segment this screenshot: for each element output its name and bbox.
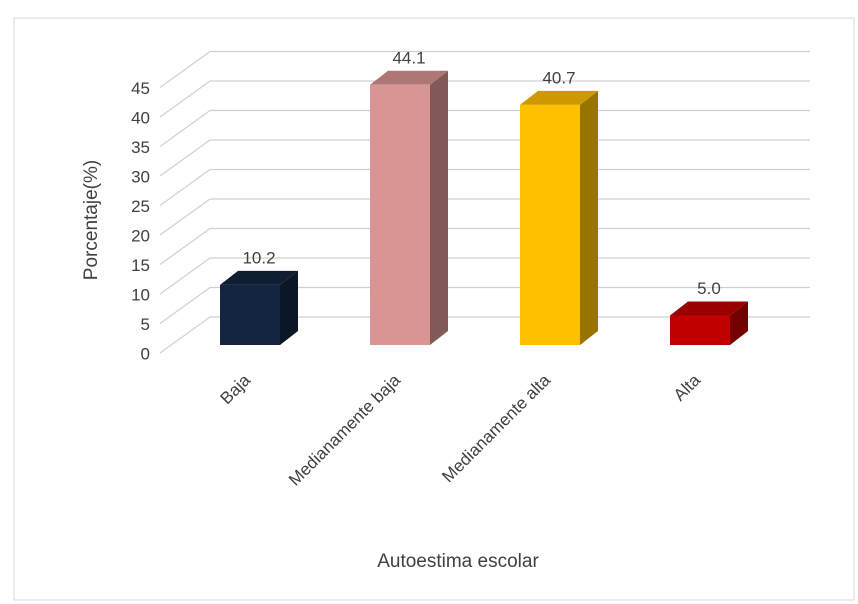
bar-top	[370, 70, 448, 85]
bar-top	[520, 90, 598, 105]
y-tick-label: 5	[141, 315, 150, 334]
y-tick-label: 15	[131, 256, 150, 275]
data-label: 5.0	[697, 279, 721, 298]
bar-top	[670, 301, 748, 316]
bar-side	[730, 301, 748, 345]
y-tick-label: 25	[131, 197, 150, 216]
grid-line	[159, 316, 211, 354]
y-tick-label: 10	[131, 285, 150, 304]
x-axis-label: Autoestima escolar	[377, 551, 539, 572]
bar	[670, 315, 730, 345]
y-tick-label: 40	[131, 108, 150, 127]
y-tick-label: 45	[131, 79, 150, 98]
bar	[520, 104, 580, 346]
bar-top	[220, 270, 298, 285]
y-axis-label: Porcentaje(%)	[81, 160, 102, 280]
y-tick-label: 35	[131, 138, 150, 157]
grid-line	[159, 110, 211, 147]
grid-line	[159, 287, 211, 324]
y-tick-label: 0	[141, 344, 150, 363]
data-label: 40.7	[542, 68, 575, 87]
bar-side	[580, 90, 598, 346]
grid-line	[159, 169, 211, 206]
y-tick-label: 30	[131, 167, 150, 186]
bar	[220, 284, 280, 345]
grid-line	[159, 139, 211, 177]
bar-side	[280, 270, 298, 345]
grid-line	[159, 80, 211, 118]
bar-side	[430, 70, 448, 345]
data-label: 10.2	[242, 248, 275, 267]
y-tick-label: 20	[131, 226, 150, 245]
data-label: 44.1	[392, 48, 425, 67]
grid-line	[159, 198, 211, 236]
grid-line	[159, 257, 211, 295]
grid-line	[159, 51, 211, 88]
bar	[370, 84, 430, 345]
grid-line	[159, 228, 211, 265]
